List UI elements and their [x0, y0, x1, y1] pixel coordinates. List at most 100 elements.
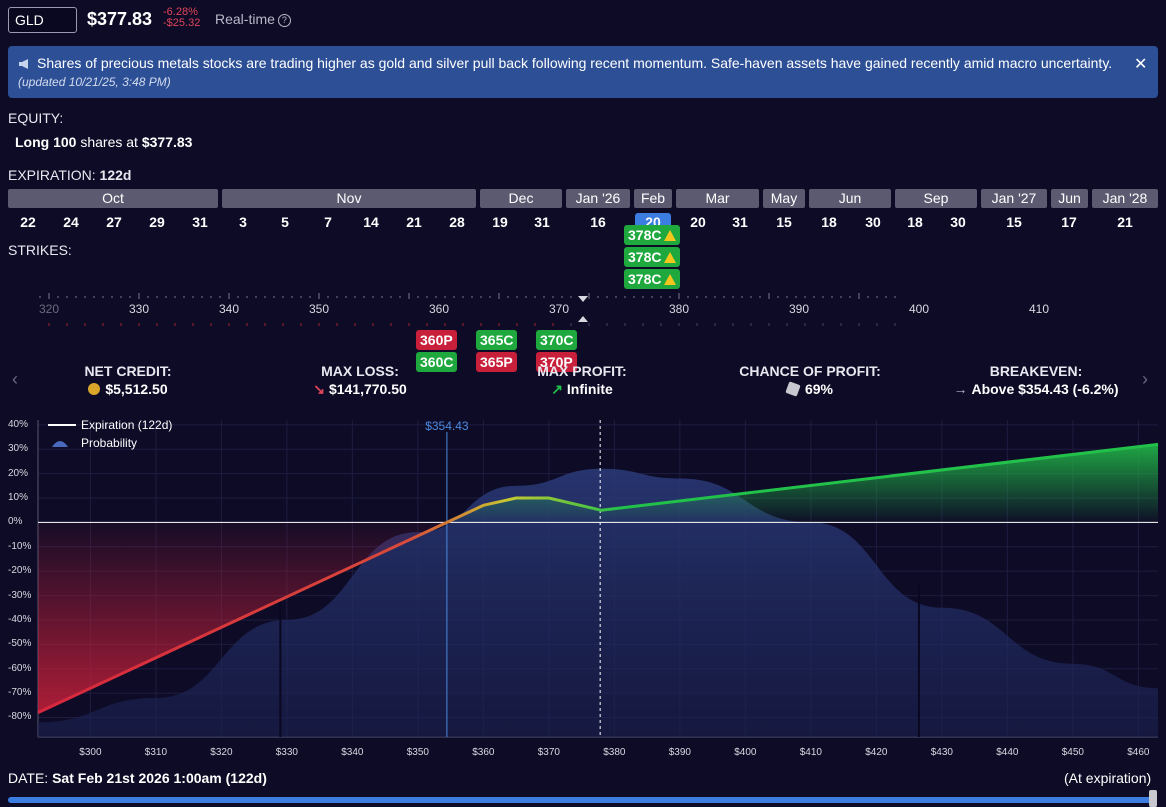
strike-label[interactable]: 330 — [128, 302, 150, 316]
strike-tag-370c[interactable]: 370C — [536, 330, 578, 350]
day-item[interactable]: 30 — [865, 214, 881, 230]
strike-tag-360c[interactable]: 360C — [416, 352, 458, 372]
month-jun-27[interactable]: Jun — [1051, 189, 1088, 208]
x-tick-label: $430 — [930, 747, 953, 758]
stock-price: $377.83 — [87, 9, 153, 29]
month-jan-26[interactable]: Jan '26 — [566, 189, 630, 208]
month-may[interactable]: May — [763, 189, 805, 208]
expiration-label: EXPIRATION: 122d — [8, 167, 131, 183]
month-sep[interactable]: Sep — [895, 189, 977, 208]
x-tick-label: $320 — [210, 747, 233, 758]
day-item[interactable]: 29 — [149, 214, 165, 230]
strike-label[interactable]: 370 — [548, 302, 570, 316]
prev-arrow-icon[interactable]: ‹ — [12, 369, 18, 389]
stat-breakeven: BREAKEVEN: → Above $354.43 (-6.2%) — [936, 363, 1136, 397]
y-tick-label: -10% — [8, 540, 32, 552]
day-item[interactable]: 27 — [106, 214, 122, 230]
arrow-down-right-icon: ↘ — [313, 381, 325, 397]
strike-tag-365p[interactable]: 365P — [476, 352, 517, 372]
x-tick-label: $340 — [341, 747, 364, 758]
help-icon[interactable]: ? — [277, 14, 291, 27]
day-item[interactable]: 14 — [363, 214, 379, 230]
x-tick-label: $330 — [275, 747, 298, 758]
day-item[interactable]: 20 — [690, 214, 706, 230]
day-item[interactable]: 31 — [534, 214, 550, 230]
strike-tag-378c[interactable]: 378C — [624, 247, 681, 267]
strike-label[interactable]: 400 — [908, 302, 930, 316]
equity-label: EQUITY: — [8, 110, 64, 126]
strike-tag-370p[interactable]: 370P — [536, 352, 577, 372]
ticker-input[interactable]: GLD — [8, 7, 77, 33]
strike-label[interactable]: 390 — [788, 302, 810, 316]
y-tick-label: -60% — [8, 662, 32, 674]
x-tick-label: $370 — [537, 747, 560, 758]
x-tick-label: $450 — [1061, 747, 1084, 758]
date-display: DATE: Sat Feb 21st 2026 1:00am (122d) — [8, 770, 267, 786]
month-oct[interactable]: Oct — [8, 189, 218, 208]
day-item[interactable]: 5 — [281, 214, 289, 230]
warning-icon — [664, 230, 677, 241]
strike-label[interactable]: 320 — [38, 302, 60, 316]
month-dec[interactable]: Dec — [480, 189, 562, 208]
month-feb[interactable]: Feb — [634, 189, 672, 208]
stat-chance: CHANCE OF PROFIT: 69% — [710, 363, 910, 397]
day-item[interactable]: 15 — [1006, 214, 1022, 230]
date-slider-track[interactable] — [8, 797, 1153, 803]
y-tick-label: -50% — [8, 638, 32, 650]
day-item[interactable]: 19 — [492, 214, 508, 230]
day-item[interactable]: 18 — [907, 214, 923, 230]
banner-updated: (updated 10/21/25, 3:48 PM) — [18, 75, 171, 89]
date-label: DATE: — [8, 770, 49, 786]
day-item[interactable]: 18 — [821, 214, 837, 230]
day-item[interactable]: 31 — [192, 214, 208, 230]
stat-title: NET CREDIT: — [84, 363, 172, 379]
day-item[interactable]: 28 — [449, 214, 465, 230]
strike-tag-378c[interactable]: 378C — [624, 269, 681, 289]
change-percent: -6.28% — [163, 6, 198, 18]
position-prefix: Long — [15, 134, 50, 150]
month-jun[interactable]: Jun — [809, 189, 891, 208]
day-item[interactable]: 21 — [1117, 214, 1133, 230]
date-slider-thumb[interactable] — [1149, 790, 1157, 807]
day-item[interactable]: 3 — [239, 214, 247, 230]
strike-tag-378c[interactable]: 378C — [624, 225, 681, 245]
month-mar[interactable]: Mar — [676, 189, 759, 208]
day-item[interactable]: 15 — [776, 214, 792, 230]
change-absolute: -$25.32 — [163, 17, 201, 29]
x-tick-label: $420 — [865, 747, 888, 758]
stat-value: 69% — [804, 381, 834, 397]
strike-label[interactable]: 350 — [308, 302, 330, 316]
day-item[interactable]: 17 — [1061, 214, 1077, 230]
month-jan-27[interactable]: Jan '27 — [981, 189, 1047, 208]
warning-icon — [664, 252, 677, 263]
day-item[interactable]: 31 — [732, 214, 748, 230]
realtime-label: Real-time? — [215, 11, 291, 27]
coins-icon — [88, 383, 101, 395]
day-item[interactable]: 16 — [590, 214, 606, 230]
strike-tag-365c[interactable]: 365C — [476, 330, 518, 350]
stat-title: MAX LOSS: — [321, 363, 399, 379]
month-nov[interactable]: Nov — [222, 189, 476, 208]
strike-label[interactable]: 360 — [428, 302, 450, 316]
next-arrow-icon[interactable]: › — [1142, 369, 1148, 389]
strike-label[interactable]: 380 — [668, 302, 690, 316]
day-item[interactable]: 24 — [63, 214, 79, 230]
y-tick-label: 10% — [8, 492, 29, 504]
day-item[interactable]: 30 — [950, 214, 966, 230]
day-item[interactable]: 21 — [406, 214, 422, 230]
x-tick-label: $410 — [799, 747, 822, 758]
month-jan-28[interactable]: Jan '28 — [1092, 189, 1158, 208]
strike-label[interactable]: 340 — [218, 302, 240, 316]
strike-label[interactable]: 410 — [1028, 302, 1050, 316]
close-icon[interactable]: ✕ — [1134, 56, 1148, 73]
x-tick-label: $440 — [996, 747, 1019, 758]
day-item[interactable]: 22 — [20, 214, 36, 230]
pnl-chart[interactable]: $354.43 Expiration (122d) Probability — [0, 410, 1166, 765]
strike-tag-360p[interactable]: 360P — [416, 330, 457, 350]
y-tick-label: 40% — [8, 418, 29, 430]
strike-axis[interactable] — [0, 285, 1166, 330]
x-tick-label: $360 — [472, 747, 495, 758]
x-tick-label: $300 — [79, 747, 102, 758]
chart-legend: Expiration (122d) Probability — [48, 418, 172, 450]
day-item[interactable]: 7 — [324, 214, 332, 230]
